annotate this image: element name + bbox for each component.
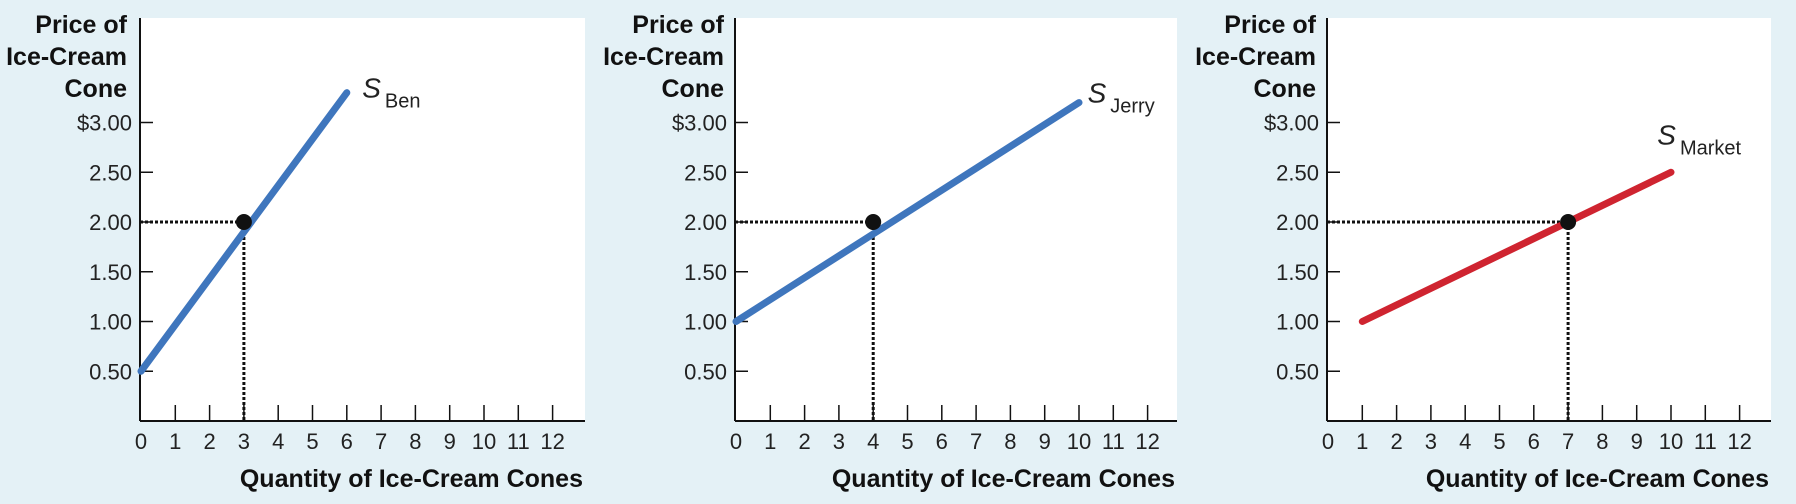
y-axis-label-line: Cone	[662, 75, 725, 103]
x-tick-label: 11	[1694, 429, 1717, 454]
series-label: S Ben	[362, 73, 420, 113]
y-tick-label: 2.50	[89, 160, 132, 185]
x-tick-label: 3	[833, 429, 845, 454]
x-tick-label: 4	[1459, 429, 1471, 454]
y-axis-label-line: Cone	[65, 75, 128, 103]
x-tick-label: 6	[1528, 429, 1540, 454]
y-tick-label: 0.50	[684, 359, 727, 384]
x-tick-label: 12	[540, 429, 564, 454]
x-tick-label: 4	[867, 429, 879, 454]
series-label-main: S	[362, 73, 381, 104]
equilibrium-point	[865, 214, 882, 230]
y-tick-label: 1.00	[89, 310, 132, 335]
x-tick-label: 2	[798, 429, 810, 454]
y-tick-label: 0.50	[89, 359, 132, 384]
x-tick-label: 8	[1596, 429, 1608, 454]
plot-area	[1327, 18, 1771, 421]
x-tick-label: 7	[970, 429, 982, 454]
x-axis-label: Quantity of Ice-Cream Cones	[240, 465, 583, 493]
chart-panel-1: Price of Ice-Cream Cone 0.50 1.00 1.50 2.00 2.5…	[6, 11, 585, 493]
y-axis-label-line: Ice-Cream	[6, 43, 127, 71]
series-label-sub: Ben	[385, 91, 421, 113]
x-tick-label: 10	[472, 429, 496, 454]
x-axis-label: Quantity of Ice-Cream Cones	[1426, 465, 1769, 493]
y-axis-label-line: Ice-Cream	[603, 43, 724, 71]
y-tick-label: 2.00	[89, 210, 132, 235]
y-tick-label: 1.50	[89, 260, 132, 285]
y-tick-label: $3.00	[1264, 111, 1319, 136]
x-tick-label: 7	[375, 429, 387, 454]
x-tick-label: 11	[1102, 429, 1125, 454]
supply-line	[1358, 168, 1675, 325]
x-tick-label: 3	[238, 429, 250, 454]
x-tick-label: 0	[135, 429, 147, 454]
x-tick-label: 1	[169, 429, 181, 454]
x-tick-label: 5	[901, 429, 913, 454]
y-axis-label-line: Price of	[632, 11, 724, 39]
x-tick-label: 5	[1493, 429, 1505, 454]
series-label: S Jerry	[1088, 78, 1155, 118]
y-tick-label: 1.50	[684, 260, 727, 285]
x-tick-label: 12	[1135, 429, 1159, 454]
x-axis-label: Quantity of Ice-Cream Cones	[832, 465, 1175, 493]
x-tick-label: 1	[1356, 429, 1368, 454]
x-tick-label: 11	[507, 429, 530, 454]
x-tick-label: 0	[1322, 429, 1334, 454]
y-axis-label-line: Price of	[1224, 11, 1316, 39]
y-tick-label: $3.00	[77, 111, 132, 136]
x-tick-label: 6	[341, 429, 353, 454]
y-axis-label-line: Cone	[1254, 75, 1317, 103]
supply-line	[732, 99, 1083, 325]
x-tick-label: 6	[936, 429, 948, 454]
y-tick-label: 2.00	[1276, 210, 1319, 235]
x-tick-label: 10	[1067, 429, 1091, 454]
x-tick-label: 1	[764, 429, 776, 454]
plot-area	[140, 18, 585, 421]
chart-panel-2: Price of Ice-Cream Cone 0.50 1.00 1.50 2.00 2.5…	[603, 11, 1177, 493]
x-tick-label: 8	[1004, 429, 1016, 454]
series-label-sub: Jerry	[1110, 96, 1154, 118]
y-axis-label-line: Price of	[35, 11, 127, 39]
x-tick-label: 4	[272, 429, 284, 454]
x-tick-label: 7	[1562, 429, 1574, 454]
series-label-sub: Market	[1680, 137, 1742, 159]
x-tick-label: 9	[1039, 429, 1051, 454]
y-tick-label: 1.00	[684, 310, 727, 335]
x-tick-label: 12	[1727, 429, 1751, 454]
plot-area	[735, 18, 1177, 421]
y-tick-label: 1.00	[1276, 310, 1319, 335]
y-axis-label-line: Ice-Cream	[1195, 43, 1316, 71]
x-tick-label: 9	[444, 429, 456, 454]
equilibrium-point	[1560, 214, 1577, 230]
y-tick-label: 2.50	[684, 160, 727, 185]
series-label-main: S	[1088, 78, 1107, 109]
x-tick-label: 10	[1659, 429, 1683, 454]
x-tick-label: 5	[306, 429, 318, 454]
x-tick-label: 0	[730, 429, 742, 454]
series-label-main: S	[1657, 119, 1676, 150]
x-tick-label: 2	[1390, 429, 1402, 454]
y-tick-label: 2.00	[684, 210, 727, 235]
supply-line	[137, 89, 351, 375]
y-tick-label: 2.50	[1276, 160, 1319, 185]
x-tick-label: 2	[203, 429, 215, 454]
x-tick-label: 3	[1425, 429, 1437, 454]
series-label: S Market	[1657, 119, 1741, 159]
chart-panel-3: Price of Ice-Cream Cone 0.50 1.00 1.50 2.00 2.5…	[1195, 11, 1771, 493]
y-tick-label: 0.50	[1276, 359, 1319, 384]
y-tick-label: 1.50	[1276, 260, 1319, 285]
equilibrium-point	[235, 214, 252, 230]
x-tick-label: 8	[409, 429, 421, 454]
y-tick-label: $3.00	[672, 111, 727, 136]
x-tick-label: 9	[1631, 429, 1643, 454]
